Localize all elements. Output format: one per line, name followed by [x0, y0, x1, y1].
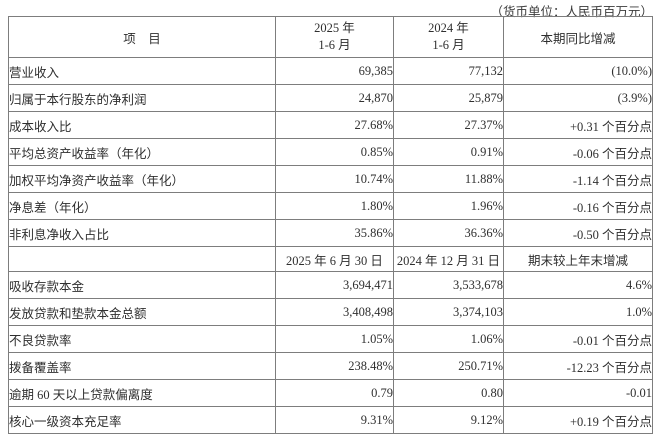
currency-unit-note: （货币单位：人民币百万元） — [490, 5, 653, 19]
row-label: 吸收存款本金 — [8, 271, 276, 299]
value-change: 4.6% — [503, 271, 653, 299]
value-current: 1.05% — [275, 325, 394, 353]
table-row-operating-income: 营业收入 69,385 77,132 (10.0%) — [8, 57, 653, 85]
table-row-cost-income-ratio: 成本收入比 27.68% 27.37% +0.31 个百分点 — [8, 111, 653, 139]
row-label: 归属于本行股东的净利润 — [8, 84, 276, 112]
value-change: -0.50 个百分点 — [503, 219, 653, 247]
value-current: 3,408,498 — [275, 298, 394, 326]
value-current: 69,385 — [275, 57, 394, 85]
value-change: -0.16 个百分点 — [503, 192, 653, 220]
value-prior: 9.12% — [393, 406, 504, 434]
table-header-row-date: 2025 年 6 月 30 日 2024 年 12 月 31 日 期末较上年末增… — [8, 246, 653, 272]
table-row-non-interest-income: 非利息净收入占比 35.86% 36.36% -0.50 个百分点 — [8, 219, 653, 247]
table-row-roe: 加权平均净资产收益率（年化） 10.74% 11.88% -1.14 个百分点 — [8, 165, 653, 193]
value-prior: 0.91% — [393, 138, 504, 166]
row-label: 逾期 60 天以上贷款偏离度 — [8, 379, 276, 407]
header-item: 项 目 — [8, 16, 276, 58]
value-prior: 11.88% — [393, 165, 504, 193]
table-row-npl-ratio: 不良贷款率 1.05% 1.06% -0.01 个百分点 — [8, 325, 653, 353]
value-prior: 25,879 — [393, 84, 504, 112]
header-date-prior: 2024 年 12 月 31 日 — [393, 246, 504, 272]
row-label: 不良贷款率 — [8, 325, 276, 353]
header-period-current-year: 2025 年 — [314, 21, 355, 35]
table-row-cet1-ratio: 核心一级资本充足率 9.31% 9.12% +0.19 个百分点 — [8, 406, 653, 434]
header-item-blank — [8, 246, 276, 272]
row-label: 非利息净收入占比 — [8, 219, 276, 247]
value-current: 10.74% — [275, 165, 394, 193]
value-prior: 36.36% — [393, 219, 504, 247]
value-current: 35.86% — [275, 219, 394, 247]
value-current: 1.80% — [275, 192, 394, 220]
row-label: 发放贷款和垫款本金总额 — [8, 298, 276, 326]
value-change: (10.0%) — [503, 57, 653, 85]
header-period-current-months: 1-6 月 — [318, 38, 351, 52]
header-period-prior-months: 1-6 月 — [432, 38, 465, 52]
value-current: 9.31% — [275, 406, 394, 434]
value-change: 1.0% — [503, 298, 653, 326]
row-label: 净息差（年化） — [8, 192, 276, 220]
table-row-provision-coverage: 拨备覆盖率 238.48% 250.71% -12.23 个百分点 — [8, 352, 653, 380]
value-prior: 77,132 — [393, 57, 504, 85]
value-change: -0.06 个百分点 — [503, 138, 653, 166]
table-row-deposits: 吸收存款本金 3,694,471 3,533,678 4.6% — [8, 271, 653, 299]
value-current: 0.79 — [275, 379, 394, 407]
value-prior: 3,374,103 — [393, 298, 504, 326]
financial-highlights-table: 项 目 2025 年 1-6 月 2024 年 1-6 月 本期同比增减 营业收… — [8, 16, 653, 434]
table-row-loans: 发放贷款和垫款本金总额 3,408,498 3,374,103 1.0% — [8, 298, 653, 326]
value-change: -0.01 — [503, 379, 653, 407]
row-label: 成本收入比 — [8, 111, 276, 139]
table-header-row-period: 项 目 2025 年 1-6 月 2024 年 1-6 月 本期同比增减 — [8, 16, 653, 58]
value-current: 24,870 — [275, 84, 394, 112]
value-current: 27.68% — [275, 111, 394, 139]
row-label: 拨备覆盖率 — [8, 352, 276, 380]
table-row-nim: 净息差（年化） 1.80% 1.96% -0.16 个百分点 — [8, 192, 653, 220]
header-period-prior-year: 2024 年 — [428, 21, 469, 35]
value-change: -0.01 个百分点 — [503, 325, 653, 353]
header-date-current: 2025 年 6 月 30 日 — [275, 246, 394, 272]
table-row-overdue-deviation: 逾期 60 天以上贷款偏离度 0.79 0.80 -0.01 — [8, 379, 653, 407]
value-prior: 27.37% — [393, 111, 504, 139]
value-prior: 250.71% — [393, 352, 504, 380]
header-period-prior: 2024 年 1-6 月 — [393, 16, 504, 58]
value-current: 0.85% — [275, 138, 394, 166]
row-label: 核心一级资本充足率 — [8, 406, 276, 434]
table-row-net-profit: 归属于本行股东的净利润 24,870 25,879 (3.9%) — [8, 84, 653, 112]
value-current: 238.48% — [275, 352, 394, 380]
header-ytd-change: 期末较上年末增减 — [503, 246, 653, 272]
header-period-current: 2025 年 1-6 月 — [275, 16, 394, 58]
header-yoy-change: 本期同比增减 — [503, 16, 653, 58]
value-prior: 1.96% — [393, 192, 504, 220]
value-prior: 1.06% — [393, 325, 504, 353]
row-label: 营业收入 — [8, 57, 276, 85]
value-prior: 3,533,678 — [393, 271, 504, 299]
value-prior: 0.80 — [393, 379, 504, 407]
value-current: 3,694,471 — [275, 271, 394, 299]
row-label: 平均总资产收益率（年化） — [8, 138, 276, 166]
value-change: +0.19 个百分点 — [503, 406, 653, 434]
table-row-roa: 平均总资产收益率（年化） 0.85% 0.91% -0.06 个百分点 — [8, 138, 653, 166]
value-change: +0.31 个百分点 — [503, 111, 653, 139]
row-label: 加权平均净资产收益率（年化） — [8, 165, 276, 193]
value-change: (3.9%) — [503, 84, 653, 112]
value-change: -1.14 个百分点 — [503, 165, 653, 193]
value-change: -12.23 个百分点 — [503, 352, 653, 380]
